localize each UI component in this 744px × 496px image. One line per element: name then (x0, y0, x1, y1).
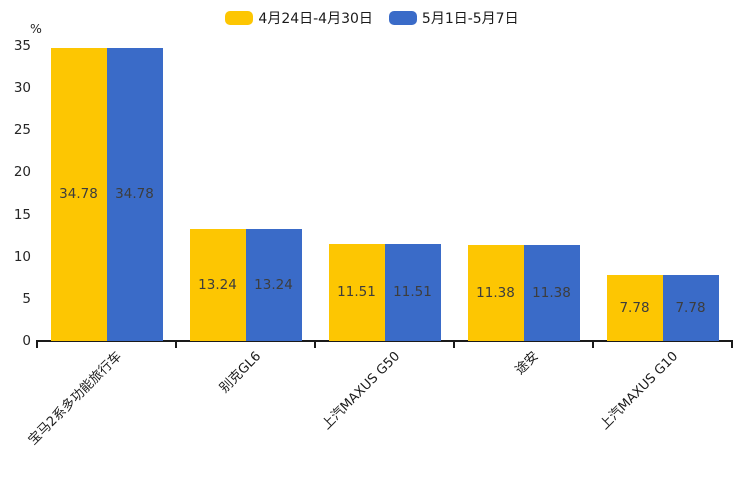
x-axis-tick (314, 342, 316, 348)
x-axis-tick (36, 342, 38, 348)
x-axis-tick (592, 342, 594, 348)
bar (606, 275, 663, 341)
y-tick-label: 25 (13, 122, 31, 139)
bar (106, 47, 163, 341)
bar (523, 245, 580, 341)
bar-value-label: 34.78 (115, 186, 154, 203)
y-tick-label: 30 (13, 80, 31, 97)
bar-value-label: 11.51 (393, 284, 432, 301)
bar (384, 243, 441, 341)
y-tick-label: 20 (13, 164, 31, 181)
x-axis-tick (453, 342, 455, 348)
x-axis-tick (731, 342, 733, 348)
bar (662, 275, 719, 341)
bar-value-label: 7.78 (619, 300, 650, 317)
x-category-label-text: 途安 (513, 349, 543, 379)
x-category-label-text: 别克GL6 (217, 349, 265, 397)
bar-value-label: 7.78 (675, 300, 706, 317)
y-tick-label: 35 (13, 38, 31, 54)
bar-value-label: 13.24 (254, 277, 293, 294)
x-category-label-text: 宝马2系多功能旅行车 (25, 349, 126, 449)
bar-value-label: 13.24 (198, 277, 237, 294)
bar-value-label: 11.38 (476, 285, 515, 302)
y-axis-unit-label: % (30, 21, 42, 36)
chart-legend: 4月24日-4月30日 5月1日-5月7日 (0, 8, 744, 28)
bar (50, 47, 107, 341)
y-tick-label: 0 (22, 333, 31, 349)
bar (328, 243, 385, 341)
bar-value-label: 11.38 (532, 285, 571, 302)
legend-item: 4月24日-4月30日 (225, 8, 373, 28)
bar (467, 245, 524, 341)
x-axis-tick (175, 342, 177, 348)
legend-label: 5月1日-5月7日 (421, 11, 519, 27)
bar-value-label: 34.78 (59, 186, 98, 203)
legend-swatch-icon (225, 11, 254, 25)
legend-swatch-icon (388, 11, 417, 25)
bar (245, 229, 302, 341)
y-tick-label: 5 (22, 290, 31, 307)
bar-value-label: 11.51 (337, 284, 376, 301)
legend-item: 5月1日-5月7日 (388, 8, 519, 28)
bar (189, 229, 246, 341)
x-axis-line (36, 340, 733, 342)
y-tick-label: 10 (13, 248, 31, 265)
legend-label: 4月24日-4月30日 (258, 11, 373, 27)
y-tick-label: 15 (13, 206, 31, 223)
x-category-label-text: 上汽MAXUS G10 (597, 349, 682, 433)
x-category-label-text: 上汽MAXUS G50 (319, 349, 404, 433)
